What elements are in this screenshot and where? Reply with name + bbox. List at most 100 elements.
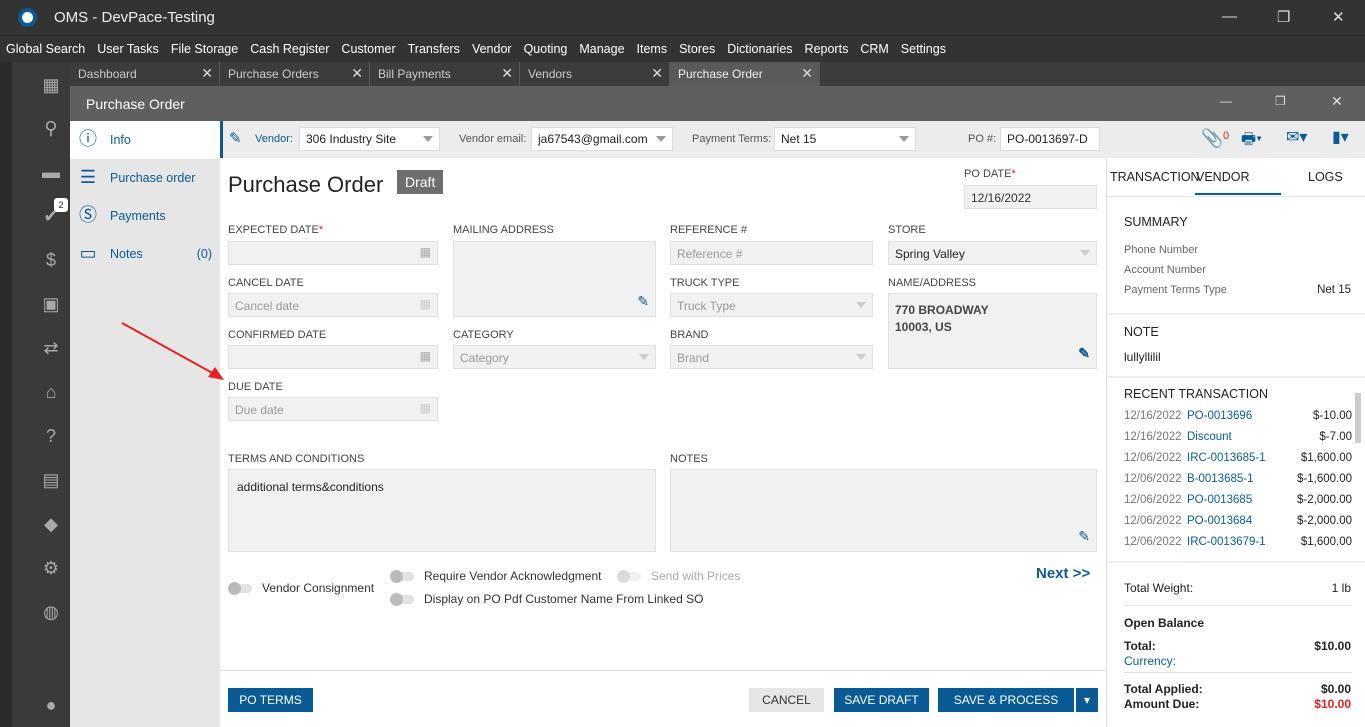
menu-item[interactable]: Transfers	[407, 42, 460, 56]
globe-icon[interactable]: ◍	[43, 602, 59, 622]
vendor-email-select[interactable]: ja67543@gmail.com	[531, 127, 673, 151]
transaction-link[interactable]: PO-0013685	[1187, 494, 1253, 506]
contact-icon[interactable]: ▣	[42, 294, 60, 314]
user-icon[interactable]: ●	[45, 695, 57, 715]
confirmed-date-input[interactable]: ▦	[228, 345, 438, 369]
menu-item[interactable]: Dictionaries	[727, 42, 793, 56]
menu-item[interactable]: Stores	[679, 42, 716, 56]
menu-item[interactable]: Settings	[900, 42, 946, 56]
menu-item[interactable]: CRM	[860, 42, 889, 56]
document-icon[interactable]: ▮▾	[1332, 129, 1349, 146]
edit-pencil-icon[interactable]: ✎	[637, 293, 649, 309]
gear-icon[interactable]: ⚙	[42, 558, 60, 578]
nav-purchase-order[interactable]: ☰ Purchase order	[79, 167, 196, 187]
menu-item[interactable]: Manage	[579, 42, 625, 56]
attachment-icon[interactable]: 📎	[1201, 128, 1224, 148]
close-tab-icon[interactable]: ✕	[651, 65, 663, 81]
close-icon[interactable]: ✕	[1331, 93, 1343, 109]
menu-item[interactable]: File Storage	[170, 42, 239, 56]
minimize-icon[interactable]: —	[1222, 8, 1237, 25]
minimize-icon[interactable]: —	[1220, 94, 1232, 108]
scrollbar[interactable]	[1355, 393, 1361, 443]
tag-icon[interactable]: ◆	[44, 514, 58, 534]
po-number-field[interactable]: PO-0013697-D	[1000, 127, 1100, 151]
require-ack-toggle[interactable]: Require Vendor Acknowledgment	[390, 569, 601, 584]
display-customer-name-toggle[interactable]: Display on PO Pdf Customer Name From Lin…	[390, 592, 703, 607]
close-icon[interactable]: ✕	[1332, 9, 1345, 26]
expected-date-input[interactable]: ▦	[228, 241, 438, 265]
transaction-link[interactable]: IRC-0013679-1	[1187, 536, 1266, 548]
close-tab-icon[interactable]: ✕	[351, 65, 363, 81]
tab[interactable]: Purchase Order ✕	[670, 62, 820, 86]
maximize-icon[interactable]: ❐	[1277, 9, 1291, 26]
cancel-date-input[interactable]: Cancel date ▦	[228, 293, 438, 317]
email-icon[interactable]: ✉▾	[1286, 129, 1308, 146]
tab[interactable]: Bill Payments ✕	[370, 62, 520, 86]
menu-item[interactable]: Items	[636, 42, 668, 56]
edit-list-icon: ✎	[229, 130, 242, 147]
mailing-address-field[interactable]: ✎	[453, 241, 656, 317]
reference-input[interactable]: Reference #	[670, 241, 873, 265]
dollar-icon[interactable]: $	[45, 250, 56, 270]
send-prices-toggle[interactable]: Send with Prices	[617, 569, 740, 584]
transaction-link[interactable]: IRC-0013685-1	[1187, 452, 1266, 464]
brand-select[interactable]: Brand	[670, 345, 873, 369]
transaction-link[interactable]: Discount	[1187, 431, 1232, 443]
transaction-link[interactable]: PO-0013696	[1187, 410, 1253, 422]
tab-transaction[interactable]: TRANSACTION	[1110, 170, 1200, 184]
print-icon[interactable]: 🖶▾	[1241, 131, 1263, 148]
calendar-icon[interactable]: ▦	[419, 245, 431, 259]
edit-pencil-icon[interactable]: ✎	[1078, 528, 1090, 544]
transaction-link[interactable]: B-0013685-1	[1187, 473, 1254, 485]
close-tab-icon[interactable]: ✕	[501, 65, 513, 81]
nav-notes[interactable]: ▭ Notes (0)	[79, 243, 212, 263]
save-process-button[interactable]: SAVE & PROCESS	[938, 688, 1074, 712]
transaction-row: 12/06/2022 PO-0013685 $-2,000.00	[1124, 494, 1352, 506]
vendor-select[interactable]: 306 Industry Site	[299, 127, 440, 151]
tab-logs[interactable]: LOGS	[1308, 170, 1343, 184]
store-select[interactable]: Spring Valley	[888, 241, 1097, 265]
nav-info[interactable]: ⓘ Info	[70, 121, 220, 159]
menu-item[interactable]: Customer	[341, 42, 396, 56]
name-address-field[interactable]: 770 BROADWAY 10003, US ✎	[888, 293, 1097, 369]
menu-item[interactable]: Quoting	[523, 42, 568, 56]
dashboard-icon[interactable]: ▦	[42, 75, 60, 95]
cancel-button[interactable]: CANCEL	[749, 688, 824, 712]
nav-payments[interactable]: Ⓢ Payments	[79, 205, 166, 225]
help-icon[interactable]: ?	[45, 426, 56, 446]
category-select[interactable]: Category	[453, 345, 656, 369]
notes-textarea[interactable]: ✎	[670, 469, 1097, 552]
save-draft-button[interactable]: SAVE DRAFT	[834, 688, 929, 712]
truck-type-select[interactable]: Truck Type	[670, 293, 873, 317]
search-icon[interactable]: ⚲	[44, 118, 58, 138]
save-options-dropdown[interactable]: ▾	[1076, 688, 1098, 712]
close-tab-icon[interactable]: ✕	[201, 65, 213, 81]
payment-terms-select[interactable]: Net 15	[774, 127, 916, 151]
tab[interactable]: Dashboard ✕	[70, 62, 220, 86]
vendor-consignment-toggle[interactable]: Vendor Consignment	[228, 581, 374, 596]
close-tab-icon[interactable]: ✕	[801, 65, 813, 81]
clipboard-icon[interactable]: ▤	[42, 470, 60, 490]
tab-bar: Dashboard ✕ Purchase Orders ✕ Bill Payments ✕…	[70, 62, 1365, 86]
tab[interactable]: Purchase Orders ✕	[220, 62, 370, 86]
terms-textarea[interactable]: additional terms&conditions	[228, 469, 656, 552]
folder-icon[interactable]: ▬	[42, 162, 60, 182]
edit-pencil-icon[interactable]: ✎	[1078, 345, 1090, 361]
due-date-input[interactable]: Due date ▦	[228, 397, 438, 421]
tab[interactable]: Vendors ✕	[520, 62, 670, 86]
menu-item[interactable]: Global Search	[6, 42, 86, 56]
transaction-link[interactable]: PO-0013684	[1187, 515, 1253, 527]
menu-item[interactable]: Reports	[804, 42, 849, 56]
tab-vendor[interactable]: VENDOR	[1196, 170, 1250, 184]
transaction-row: 12/06/2022 IRC-0013679-1 $1,600.00	[1124, 536, 1352, 548]
menu-item[interactable]: Cash Register	[250, 42, 330, 56]
po-terms-button[interactable]: PO TERMS	[228, 688, 313, 712]
menu-bar: Global Search User Tasks File Storage Cash …	[0, 36, 1365, 62]
next-link[interactable]: Next >>	[1036, 565, 1091, 582]
menu-item[interactable]: User Tasks	[97, 42, 159, 56]
po-date-input[interactable]: 12/16/2022	[964, 185, 1097, 209]
maximize-icon[interactable]: ❐	[1275, 94, 1286, 108]
menu-item[interactable]: Vendor	[471, 42, 512, 56]
transfer-icon[interactable]: ⇄	[43, 338, 59, 358]
store-icon[interactable]: ⌂	[45, 382, 57, 402]
